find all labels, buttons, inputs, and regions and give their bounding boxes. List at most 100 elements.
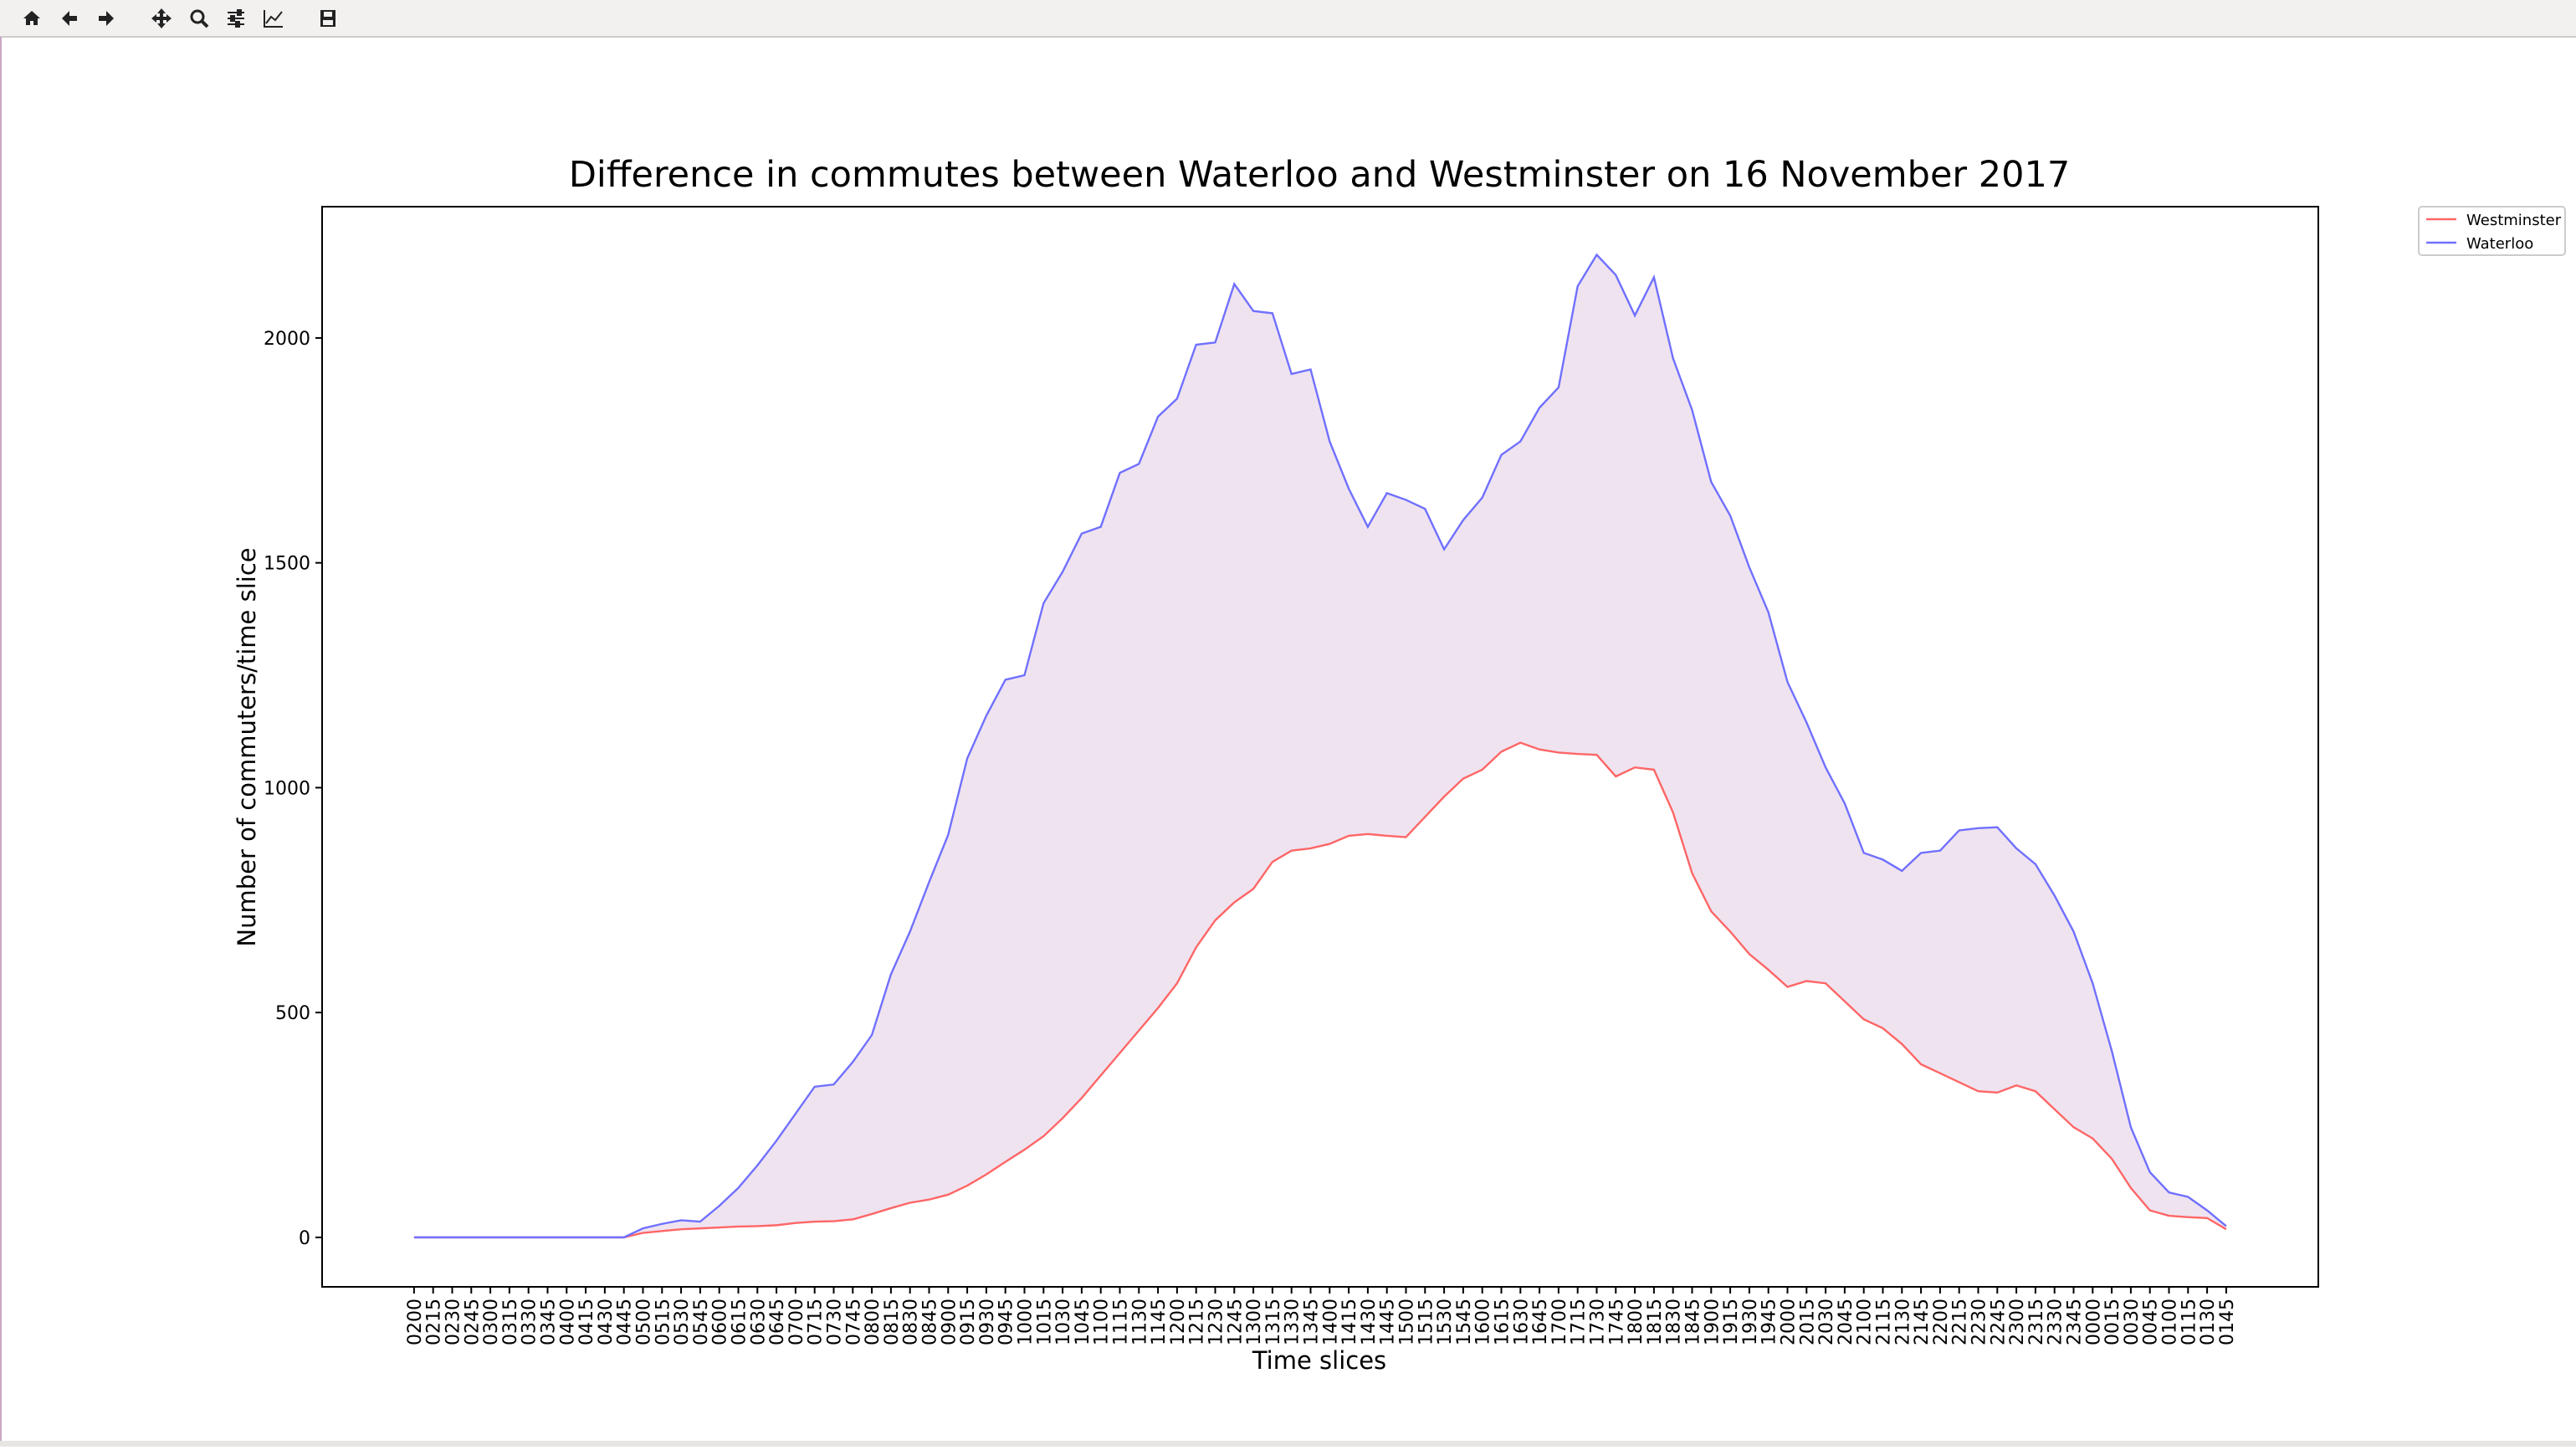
x-tick-label: 0115 (2179, 1299, 2200, 1345)
back-button[interactable] (62, 11, 77, 26)
x-tick-label: 0300 (481, 1299, 502, 1345)
x-tick-label: 1430 (1359, 1299, 1380, 1345)
x-tick-label: 1130 (1129, 1299, 1150, 1345)
x-tick-label: 1400 (1320, 1299, 1341, 1345)
x-tick-label: 2130 (1892, 1299, 1913, 1345)
x-tick-label: 1215 (1187, 1299, 1208, 1345)
x-tick-label: 1245 (1225, 1299, 1246, 1345)
toolbar-buttons (23, 8, 335, 28)
x-tick-label: 0815 (882, 1299, 903, 1345)
x-tick-label: 0530 (672, 1299, 693, 1345)
legend-label: Waterloo (2466, 235, 2533, 253)
x-tick-label: 1415 (1339, 1299, 1360, 1345)
x-tick-label: 2245 (1988, 1299, 2009, 1345)
x-tick-label: 1845 (1682, 1299, 1703, 1345)
x-tick-label: 0445 (615, 1299, 636, 1345)
x-axis-label: Time slices (1252, 1346, 1386, 1375)
toolbar (0, 0, 2576, 37)
x-tick-label: 1530 (1435, 1299, 1456, 1345)
forward-button[interactable] (99, 11, 114, 26)
x-tick-label: 0730 (824, 1299, 845, 1345)
x-tick-label: 1445 (1378, 1299, 1399, 1345)
x-tick-label: 2000 (1778, 1299, 1799, 1345)
x-tick-label: 1815 (1645, 1299, 1666, 1345)
x-tick-label: 0915 (958, 1299, 979, 1345)
configure-button[interactable] (228, 9, 244, 28)
x-tick-label: 1015 (1034, 1299, 1055, 1345)
y-tick-label: 0 (299, 1228, 310, 1249)
series-line (413, 741, 2227, 1239)
x-tick-label: 0600 (710, 1299, 731, 1345)
status-strip (0, 1441, 2576, 1447)
series-line (413, 253, 2227, 1239)
save-button[interactable] (320, 10, 335, 27)
x-tick-label: 1800 (1626, 1299, 1646, 1345)
x-tick-label: 2015 (1797, 1299, 1818, 1345)
y-tick-label: 1000 (264, 778, 310, 799)
x-tick-label: 0200 (405, 1299, 426, 1345)
x-tick-label: 1630 (1511, 1299, 1532, 1345)
x-tick-label: 1830 (1664, 1299, 1685, 1345)
x-tick-label: 2330 (2046, 1299, 2066, 1345)
x-tick-label: 0900 (939, 1299, 960, 1345)
x-tick-label: 1000 (1015, 1299, 1036, 1345)
x-tick-label: 2300 (2007, 1299, 2028, 1345)
x-tick-label: 1300 (1244, 1299, 1265, 1345)
x-tick-label: 1700 (1549, 1299, 1570, 1345)
x-tick-label: 0345 (538, 1299, 559, 1345)
x-tick-label: 1745 (1606, 1299, 1627, 1345)
x-tick-label: 0645 (767, 1299, 788, 1345)
x-tick-label: 1715 (1569, 1299, 1590, 1345)
x-tick-label: 1915 (1721, 1299, 1742, 1345)
home-button[interactable] (23, 11, 40, 25)
x-tick-label: 0245 (462, 1299, 483, 1345)
x-tick-label: 1615 (1492, 1299, 1513, 1345)
x-tick-label: 1315 (1263, 1299, 1284, 1345)
x-tick-label: 2215 (1950, 1299, 1971, 1345)
x-tick-label: 0045 (2141, 1299, 2162, 1345)
chart-title: Difference in commutes between Waterloo … (569, 154, 2070, 196)
x-tick-label: 2345 (2064, 1299, 2085, 1345)
legend-label: Westminster (2466, 212, 2562, 229)
x-tick-label: 1730 (1587, 1299, 1608, 1345)
x-tick-label: 1930 (1740, 1299, 1761, 1345)
x-tick-label: 1045 (1073, 1299, 1093, 1345)
x-tick-label: 1345 (1301, 1299, 1322, 1345)
x-tick-label: 1115 (1110, 1299, 1131, 1345)
x-tick-label: 0515 (653, 1299, 673, 1345)
x-tick-label: 1200 (1168, 1299, 1189, 1345)
x-tick-label: 0030 (2122, 1299, 2143, 1345)
x-tick-label: 2145 (1912, 1299, 1933, 1345)
x-tick-label: 0930 (977, 1299, 998, 1345)
x-tick-label: 1100 (1092, 1299, 1113, 1345)
x-tick-label: 2115 (1873, 1299, 1894, 1345)
x-tick-label: 1545 (1454, 1299, 1475, 1345)
x-tick-label: 0500 (633, 1299, 654, 1345)
zoom-button[interactable] (190, 9, 209, 28)
plot-frame (321, 206, 2319, 1288)
x-tick-label: 0100 (2159, 1299, 2180, 1345)
x-tick-label: 1500 (1396, 1299, 1417, 1345)
x-tick-label: 0000 (2083, 1299, 2104, 1345)
y-tick-label: 2000 (264, 329, 310, 350)
x-tick-label: 1900 (1702, 1299, 1723, 1345)
legend: Westminster Waterloo (2418, 206, 2566, 256)
x-tick-label: 0145 (2217, 1299, 2238, 1345)
x-tick-label: 0015 (2102, 1299, 2123, 1345)
x-tick-label: 0745 (843, 1299, 864, 1345)
x-tick-label: 0400 (557, 1299, 578, 1345)
edit-axes-button[interactable] (264, 10, 283, 28)
x-tick-label: 2100 (1855, 1299, 1876, 1345)
pan-button[interactable] (151, 8, 172, 28)
x-tick-label: 0700 (786, 1299, 807, 1345)
x-tick-label: 0945 (996, 1299, 1017, 1345)
x-tick-label: 2230 (1969, 1299, 1990, 1345)
x-tick-label: 0215 (424, 1299, 445, 1345)
x-tick-label: 0800 (863, 1299, 883, 1345)
x-tick-label: 0630 (748, 1299, 769, 1345)
x-tick-label: 1645 (1530, 1299, 1551, 1345)
x-tick-label: 1600 (1473, 1299, 1494, 1345)
x-tick-label: 1330 (1283, 1299, 1303, 1345)
x-tick-label: 0430 (596, 1299, 617, 1345)
